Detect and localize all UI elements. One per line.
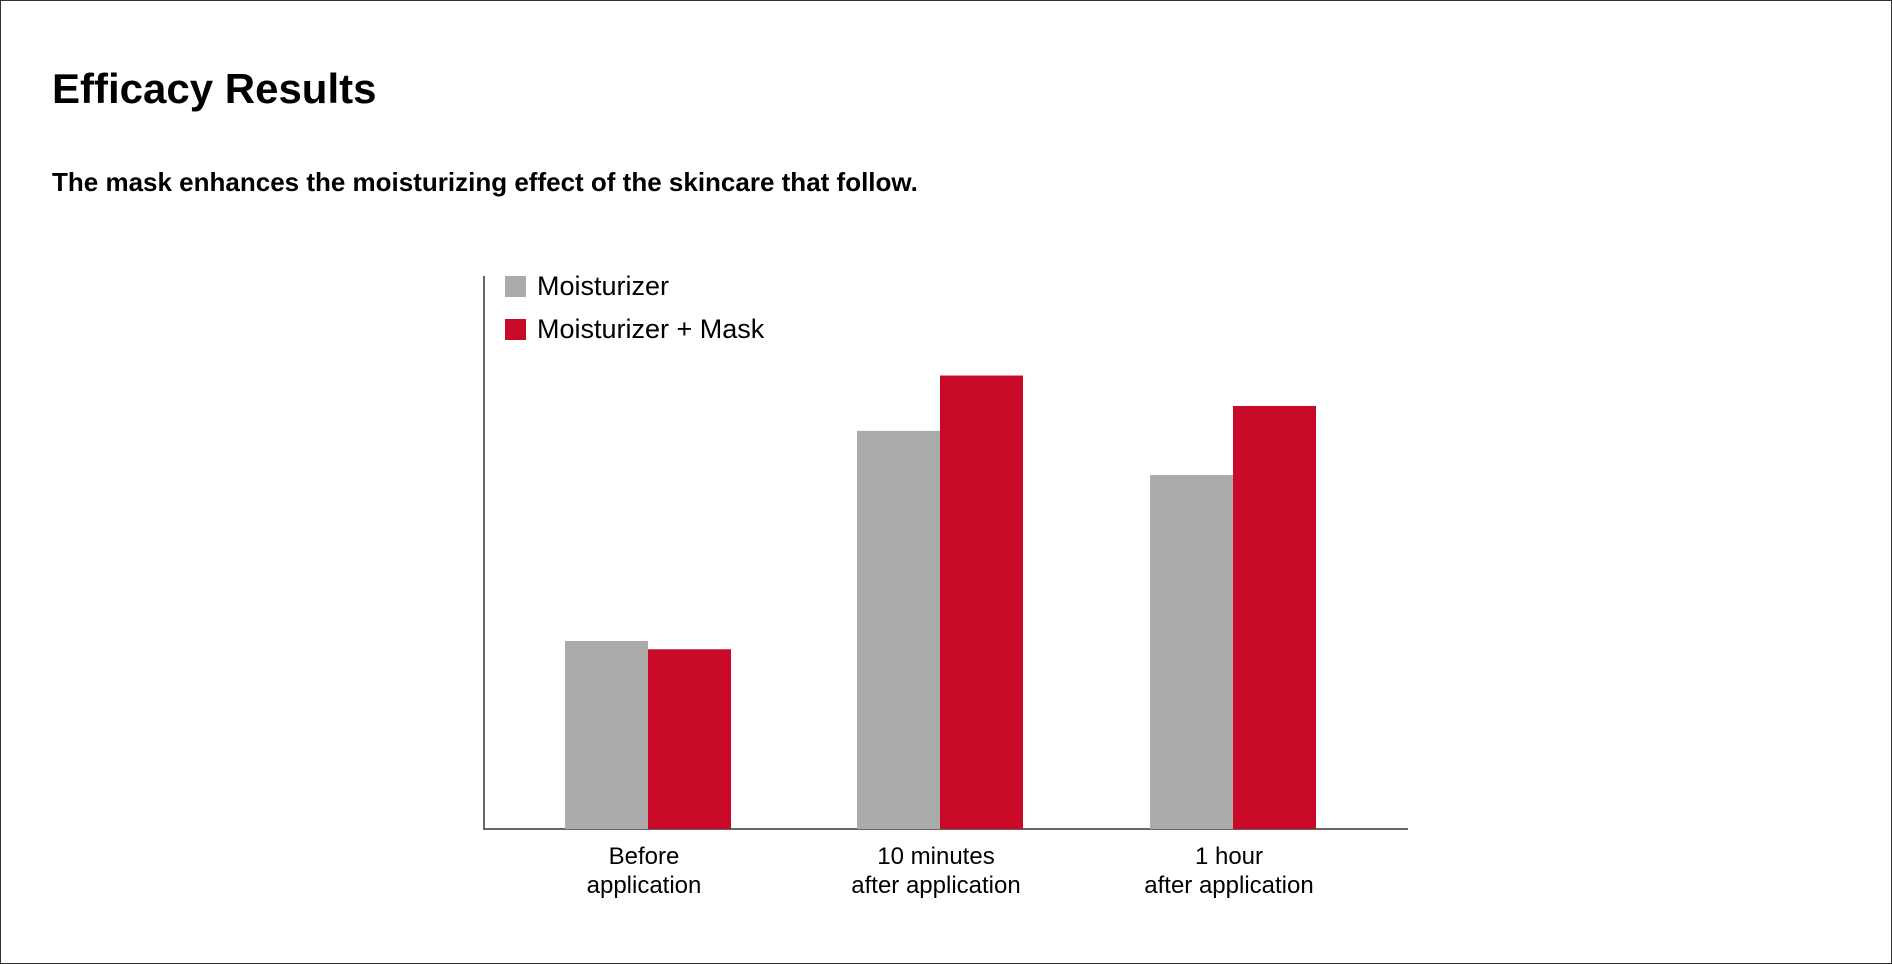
bar-moisturizer-1 (857, 430, 940, 829)
bar-moisturizer-0 (565, 640, 648, 829)
x-tick-label-0: Before application (587, 843, 702, 899)
legend-label-1: Moisturizer + Mask (537, 314, 765, 344)
page-title: Efficacy Results (52, 65, 377, 112)
bar-moisturizer-mask-2 (1233, 405, 1316, 829)
x-tick-label-0-line-1: application (587, 872, 702, 899)
bar-moisturizer-mask-0 (648, 649, 731, 829)
page-subtitle: The mask enhances the moisturizing effec… (52, 167, 918, 197)
legend: Moisturizer Moisturizer + Mask (505, 271, 765, 344)
x-tick-label-2-line-0: 1 hour (1195, 843, 1263, 870)
bars-layer (565, 375, 1316, 829)
bar-moisturizer-2 (1150, 475, 1233, 829)
legend-swatch-0 (505, 276, 526, 297)
legend-swatch-1 (505, 319, 526, 340)
x-tick-label-1: 10 minutes after application (851, 843, 1020, 899)
x-tick-label-1-line-0: 10 minutes (877, 843, 994, 870)
x-tick-label-1-line-1: after application (851, 872, 1020, 899)
x-tick-label-0-line-0: Before (609, 843, 680, 870)
x-tick-label-2: 1 hour after application (1144, 843, 1313, 899)
x-tick-label-2-line-1: after application (1144, 872, 1313, 899)
bar-moisturizer-mask-1 (940, 375, 1023, 829)
legend-label-0: Moisturizer (537, 271, 669, 301)
